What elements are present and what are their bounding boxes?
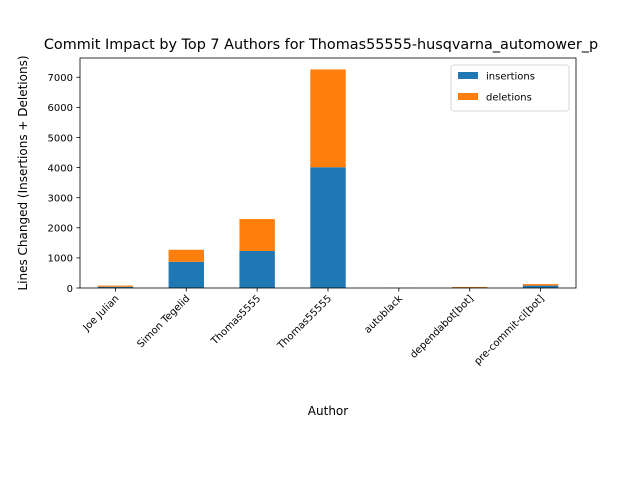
legend-swatch-insertions <box>458 72 478 79</box>
bar-insertions-6 <box>522 285 559 288</box>
y-tick-label: 7000 <box>48 73 73 84</box>
y-tick-label: 6000 <box>48 103 73 114</box>
y-tick-label: 5000 <box>48 133 73 144</box>
chart-title: Commit Impact by Top 7 Authors for Thoma… <box>44 37 598 53</box>
bar-insertions-2 <box>239 250 275 288</box>
bars <box>97 69 559 288</box>
x-axis-label: Author <box>308 404 348 418</box>
legend-frame <box>450 64 570 112</box>
bar-deletions-1 <box>168 249 204 262</box>
bar-insertions-0 <box>97 286 134 288</box>
legend-label-insertions: insertions <box>486 72 535 83</box>
y-tick-label: 1000 <box>48 254 73 265</box>
bar-deletions-6 <box>522 284 559 286</box>
bar-insertions-3 <box>310 167 346 288</box>
y-axis: 0 1000 2000 3000 4000 5000 6000 7000 <box>48 73 80 295</box>
y-tick-label: 2000 <box>48 224 73 235</box>
plot-frame <box>79 57 577 289</box>
y-tick-label: 0 <box>67 284 73 295</box>
legend-label-deletions: deletions <box>486 93 532 104</box>
bar-deletions-2 <box>239 219 275 251</box>
bar-deletions-0 <box>97 285 134 287</box>
y-axis-label: Lines Changed (Insertions + Deletions) <box>16 55 30 290</box>
y-tick-label: 3000 <box>48 193 73 204</box>
legend: insertions deletions <box>450 64 570 112</box>
y-tick-label: 4000 <box>48 163 73 174</box>
bar-deletions-5 <box>452 286 488 288</box>
bar-insertions-1 <box>168 261 204 288</box>
bar-deletions-3 <box>310 69 346 168</box>
legend-swatch-deletions <box>458 93 478 100</box>
